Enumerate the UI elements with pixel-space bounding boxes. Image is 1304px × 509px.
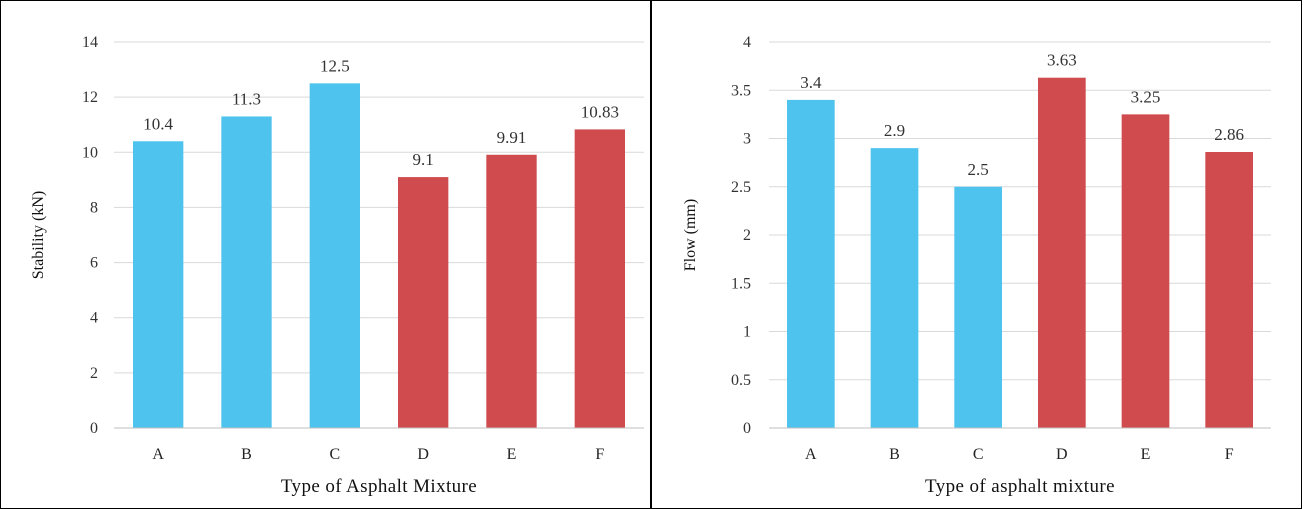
- stability-data-label: 11.3: [232, 89, 261, 108]
- flow-data-label: 2.5: [968, 160, 989, 179]
- flow-data-label: 3.63: [1047, 51, 1077, 70]
- stability-data-label: 9.1: [413, 150, 434, 169]
- flow-y-tick-label: 0.5: [731, 372, 751, 389]
- flow-chart-panel: 0 0.5 1 1.5 2 2.5 3 3.5 4 3.4 A 2.9 B 2.5 C 3.63 D 3.25 E 2…: [651, 0, 1302, 509]
- stability-category-label: A: [152, 446, 164, 463]
- stability-data-label: 10.83: [581, 102, 619, 121]
- stability-bar-e: [486, 154, 537, 428]
- stability-bar-c: [309, 83, 361, 428]
- flow-bar-a: [786, 99, 835, 429]
- stability-y-tick-label: 12: [82, 89, 98, 106]
- stability-y-tick-label: 8: [90, 199, 98, 216]
- flow-category-label: E: [1141, 446, 1151, 463]
- stability-y-tick-label: 10: [82, 144, 98, 161]
- flow-bar-d: [1037, 77, 1086, 428]
- stability-bar-b: [221, 116, 272, 428]
- flow-category-label: B: [889, 446, 900, 463]
- stability-bar-d: [397, 177, 449, 428]
- stability-y-tick-label: 14: [82, 34, 98, 51]
- stability-bar-a: [132, 141, 184, 428]
- stability-category-label: D: [417, 446, 429, 463]
- stability-category-label: B: [241, 446, 252, 463]
- flow-chart: 0 0.5 1 1.5 2 2.5 3 3.5 4 3.4 A 2.9 B 2.5 C 3.63 D 3.25 E 2…: [682, 34, 1271, 497]
- flow-bar-b: [870, 148, 919, 428]
- stability-x-axis-title: Type of Asphalt Mixture: [281, 476, 477, 497]
- flow-category-label: C: [973, 446, 984, 463]
- stability-data-label: 10.4: [143, 114, 173, 133]
- stability-y-axis-title: Stability (kN): [30, 191, 47, 279]
- stability-category-label: C: [329, 446, 340, 463]
- flow-y-tick-label: 3.5: [731, 82, 751, 99]
- stability-y-tick-label: 2: [90, 365, 98, 382]
- stability-category-label: F: [595, 446, 604, 463]
- flow-y-tick-label: 3: [743, 131, 751, 148]
- flow-y-tick-label: 2: [743, 227, 751, 244]
- flow-bar-c: [954, 186, 1003, 428]
- flow-category-label: D: [1056, 446, 1068, 463]
- flow-data-label: 2.86: [1214, 125, 1244, 144]
- stability-chart-panel: 0 2 4 6 8 10 12 14 10.4 A 11.3 B 12.5 C 9.1 D 9.91 E 10.83…: [0, 0, 651, 509]
- stability-bar-f: [574, 129, 626, 428]
- flow-x-axis-title: Type of asphalt mixture: [925, 476, 1115, 497]
- stability-y-tick-label: 4: [90, 310, 98, 327]
- stability-category-label: E: [507, 446, 517, 463]
- flow-y-tick-label: 4: [743, 34, 751, 51]
- stability-data-label: 9.91: [497, 128, 527, 147]
- flow-bar-f: [1205, 152, 1254, 428]
- flow-data-label: 3.4: [800, 73, 822, 92]
- flow-y-tick-label: 0: [743, 420, 751, 437]
- stability-chart: 0 2 4 6 8 10 12 14 10.4 A 11.3 B 12.5 C 9.1 D 9.91 E 10.83…: [30, 34, 644, 497]
- stability-data-label: 12.5: [320, 56, 350, 75]
- stability-y-tick-label: 0: [90, 420, 98, 437]
- flow-data-label: 3.25: [1131, 87, 1161, 106]
- flow-bar-e: [1121, 114, 1170, 428]
- flow-y-tick-label: 1.5: [731, 275, 751, 292]
- flow-category-label: F: [1225, 446, 1234, 463]
- flow-data-label: 2.9: [884, 121, 905, 140]
- stability-y-tick-label: 6: [90, 255, 98, 272]
- flow-category-label: A: [805, 446, 817, 463]
- flow-y-tick-label: 2.5: [731, 179, 751, 196]
- flow-y-tick-label: 1: [743, 324, 751, 341]
- flow-y-axis-title: Flow (mm): [682, 199, 699, 271]
